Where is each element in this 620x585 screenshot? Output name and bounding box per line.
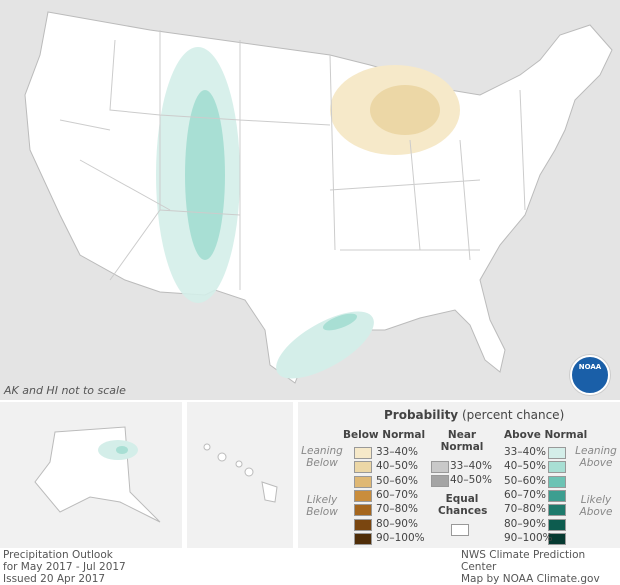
likely-above-label: Likely Above	[579, 494, 613, 518]
hawaii-inset	[187, 402, 293, 548]
alaska-land	[34, 426, 161, 523]
above-swatch	[548, 447, 566, 459]
below-label: 60–70%	[376, 488, 418, 501]
legend-title-main: Probability	[384, 408, 459, 422]
equal-chances-swatch	[451, 524, 469, 536]
below-swatch	[354, 504, 372, 517]
below-label: 90–100%	[376, 531, 425, 544]
below-label: 33–40%	[376, 446, 418, 458]
below-swatch	[354, 447, 372, 459]
alaska-above-40-50	[116, 446, 128, 454]
credit-map: Map by NOAA Climate.gov	[461, 573, 600, 585]
legend-title-sub: (percent chance)	[461, 408, 565, 422]
issue-date: Issued 20 Apr 2017	[3, 573, 106, 585]
above-label: 50–60%	[504, 474, 546, 487]
below-label: 40–50%	[376, 460, 418, 473]
noaa-logo: NOAA	[570, 355, 610, 395]
above-label: 90–100%	[504, 531, 553, 544]
near-label: 33–40%	[450, 460, 492, 472]
below-label: 80–90%	[376, 517, 418, 530]
above-swatch	[548, 518, 566, 531]
above-label: 70–80%	[504, 503, 546, 516]
above-swatch	[548, 475, 566, 488]
equal-chances-label: Equal Chances	[438, 493, 488, 517]
below-swatch	[354, 475, 372, 488]
state-borders	[59, 30, 526, 290]
above-normal-40-50-gulf	[322, 313, 358, 331]
footer-right: NWS Climate Prediction Center Map by NOA…	[461, 549, 620, 585]
map-svg	[24, 11, 613, 384]
below-swatch	[354, 489, 372, 502]
above-swatch	[548, 532, 566, 545]
map-period: for May 2017 - Jul 2017	[3, 561, 126, 573]
below-swatch	[354, 518, 372, 531]
contiguous-us-map: AK and HI not to scale NOAA	[0, 0, 620, 400]
below-swatch	[354, 532, 372, 545]
above-label: 60–70%	[504, 488, 546, 501]
alaska-inset	[0, 402, 182, 548]
map-title: Precipitation Outlook	[3, 549, 113, 561]
below-swatch	[354, 461, 372, 474]
above-label: 40–50%	[504, 460, 546, 473]
below-label: 50–60%	[376, 474, 418, 487]
above-label: 80–90%	[504, 517, 546, 530]
legend-title: Probability (percent chance)	[384, 408, 564, 422]
leaning-above-label: Leaning Above	[575, 445, 617, 469]
near-label: 40–50%	[450, 474, 492, 487]
near-heading: Near Normal	[440, 429, 484, 453]
above-swatch	[548, 461, 566, 474]
likely-below-label: Likely Below	[306, 494, 338, 518]
legend-panel: Probability (percent chance) Below Norma…	[298, 402, 620, 548]
leaning-below-label: Leaning Below	[301, 445, 343, 469]
above-normal-leaning-gulf	[276, 311, 374, 379]
credit-cpc: NWS Climate Prediction Center	[461, 549, 586, 573]
above-swatch	[548, 489, 566, 502]
below-normal-40-50-greatlakes	[370, 85, 440, 135]
near-swatch	[431, 475, 449, 488]
below-heading: Below Normal	[343, 429, 426, 441]
below-label: 70–80%	[376, 503, 418, 516]
map-scale-note: AK and HI not to scale	[4, 384, 126, 397]
above-heading: Above Normal	[504, 429, 588, 441]
near-swatch	[431, 461, 449, 473]
above-normal-40-50-rockies	[185, 90, 225, 260]
above-swatch	[548, 504, 566, 517]
footer-left: Precipitation Outlook for May 2017 - Jul…	[3, 549, 126, 585]
above-label: 33–40%	[504, 446, 546, 458]
